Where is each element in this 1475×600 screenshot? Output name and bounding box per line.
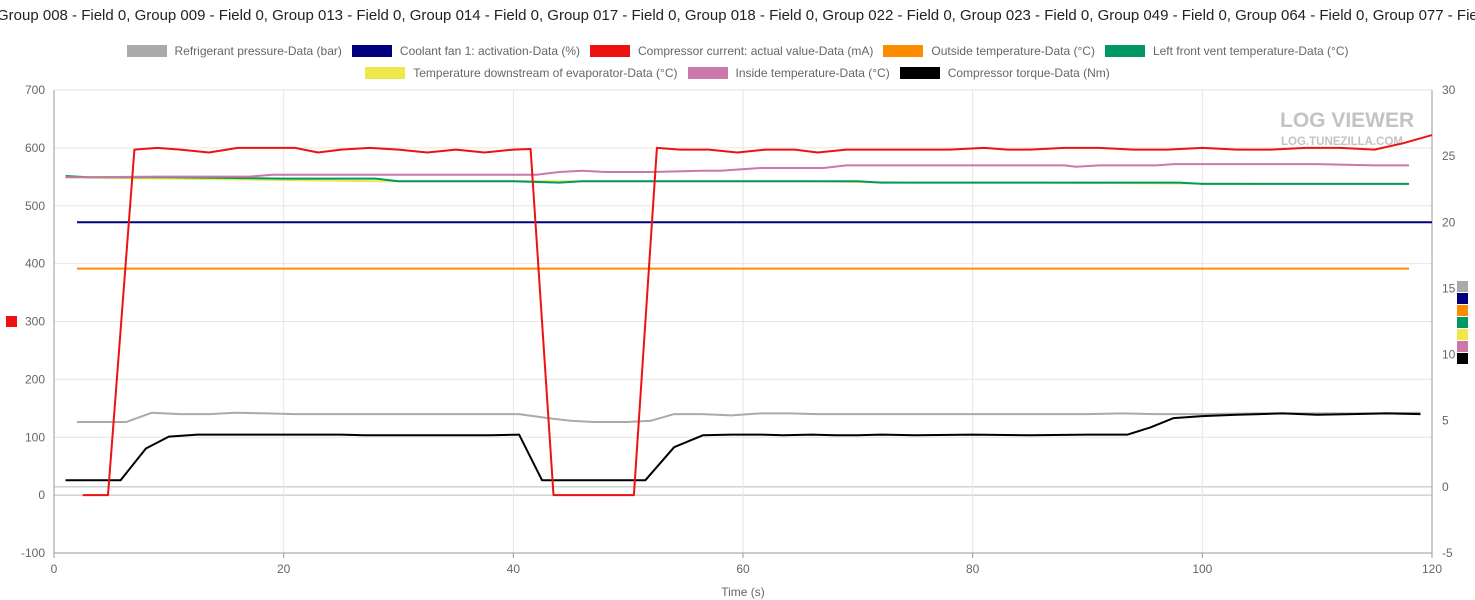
legend-label: Left front vent temperature-Data (°C) (1152, 44, 1349, 58)
left-axis-series-marker[interactable] (6, 316, 17, 327)
right-axis-series-marker[interactable] (1457, 353, 1468, 364)
y-tick-label: 700 (25, 83, 45, 97)
legend-item[interactable]: Temperature downstream of evaporator-Dat… (365, 66, 678, 80)
series-line-compressor-torque-data-nm[interactable] (65, 412, 1421, 482)
watermark-url-text: LOG.TUNEZILLA.COM (1281, 136, 1403, 148)
legend-label: Inside temperature-Data (°C) (735, 66, 890, 80)
legend-label: Compressor torque-Data (Nm) (947, 66, 1110, 80)
legend-item[interactable]: Outside temperature-Data (°C) (883, 44, 1095, 58)
legend-row: Temperature downstream of evaporator-Dat… (0, 63, 1475, 83)
page-title: Group 008 - Field 0, Group 009 - Field 0… (0, 7, 1475, 29)
legend-swatch (126, 45, 167, 57)
x-tick-label: 80 (966, 562, 980, 576)
legend-swatch (899, 67, 940, 79)
right-axis-series-marker[interactable] (1457, 281, 1468, 292)
series-line-inside-temperature-data-c[interactable] (65, 163, 1410, 179)
legend-item[interactable]: Coolant fan 1: activation-Data (%) (351, 44, 580, 58)
legend-row: Refrigerant pressure-Data (bar) Coolant f… (0, 41, 1475, 61)
legend-item[interactable]: Left front vent temperature-Data (°C) (1104, 44, 1349, 58)
x-axis-label: Time (s) (721, 585, 765, 599)
x-tick-label: 100 (1192, 562, 1212, 576)
y-tick-label: -100 (21, 546, 45, 560)
y2-tick-label: 20 (1442, 215, 1456, 229)
y2-tick-label: 15 (1442, 281, 1456, 295)
legend-swatch (687, 67, 728, 79)
y2-tick-label: 10 (1442, 348, 1456, 362)
legend-swatch (351, 45, 392, 57)
y-tick-label: 400 (25, 257, 45, 271)
y-tick-label: 300 (25, 315, 45, 329)
watermark: LOG VIEWER LOG.TUNEZILLA.COM (1280, 109, 1414, 148)
x-tick-label: 40 (507, 562, 521, 576)
legend-label: Compressor current: actual value-Data (m… (638, 44, 874, 58)
x-tick-label: 0 (51, 562, 58, 576)
y-tick-label: 0 (38, 488, 45, 502)
x-tick-label: 60 (736, 562, 750, 576)
grid-lines (53, 89, 1433, 554)
y2-tick-label: 5 (1442, 414, 1449, 428)
series-line-refrigerant-pressure-data-bar[interactable] (77, 411, 1421, 423)
y2-tick-label: 25 (1442, 149, 1456, 163)
y2-tick-label: -5 (1442, 546, 1453, 560)
page-title-text: Group 008 - Field 0, Group 009 - Field 0… (0, 7, 1475, 24)
legend-label: Temperature downstream of evaporator-Dat… (413, 66, 678, 80)
chart-legend: Refrigerant pressure-Data (bar) Coolant f… (0, 40, 1475, 84)
legend-label: Coolant fan 1: activation-Data (%) (399, 44, 580, 58)
legend-item[interactable]: Compressor current: actual value-Data (m… (590, 44, 873, 58)
series-line-left-front-vent-temperature-data-c[interactable] (65, 175, 1410, 185)
y-tick-label: 600 (25, 141, 45, 155)
y2-tick-label: 0 (1442, 480, 1449, 494)
legend-item[interactable]: Compressor torque-Data (Nm) (899, 66, 1110, 80)
legend-item[interactable]: Inside temperature-Data (°C) (687, 66, 890, 80)
legend-swatch (590, 45, 630, 57)
tick-labels: -1000100200300400500600700-5051015202530… (21, 83, 1456, 576)
y2-tick-label: 30 (1442, 83, 1456, 97)
legend-swatch (883, 45, 924, 57)
legend-label: Outside temperature-Data (°C) (931, 44, 1095, 58)
right-axis-series-marker[interactable] (1457, 293, 1468, 304)
series-line-compressor-current-actual-value-data-ma[interactable] (82, 134, 1433, 497)
watermark-logo-text: LOG VIEWER (1280, 109, 1414, 132)
legend-label: Refrigerant pressure-Data (bar) (174, 44, 342, 58)
series-lines (65, 134, 1433, 497)
axes (53, 90, 1433, 558)
y-tick-label: 500 (25, 199, 45, 213)
x-tick-label: 120 (1422, 562, 1442, 576)
y-tick-label: 100 (25, 430, 45, 444)
y-tick-label: 200 (25, 372, 45, 386)
right-axis-series-marker[interactable] (1457, 329, 1468, 340)
legend-swatch (1104, 45, 1145, 57)
legend-swatch (365, 67, 406, 79)
x-tick-label: 20 (277, 562, 291, 576)
right-axis-series-marker[interactable] (1457, 341, 1468, 352)
legend-item[interactable]: Refrigerant pressure-Data (bar) (126, 44, 342, 58)
right-axis-series-marker[interactable] (1457, 317, 1468, 328)
right-axis-series-marker[interactable] (1457, 305, 1468, 316)
